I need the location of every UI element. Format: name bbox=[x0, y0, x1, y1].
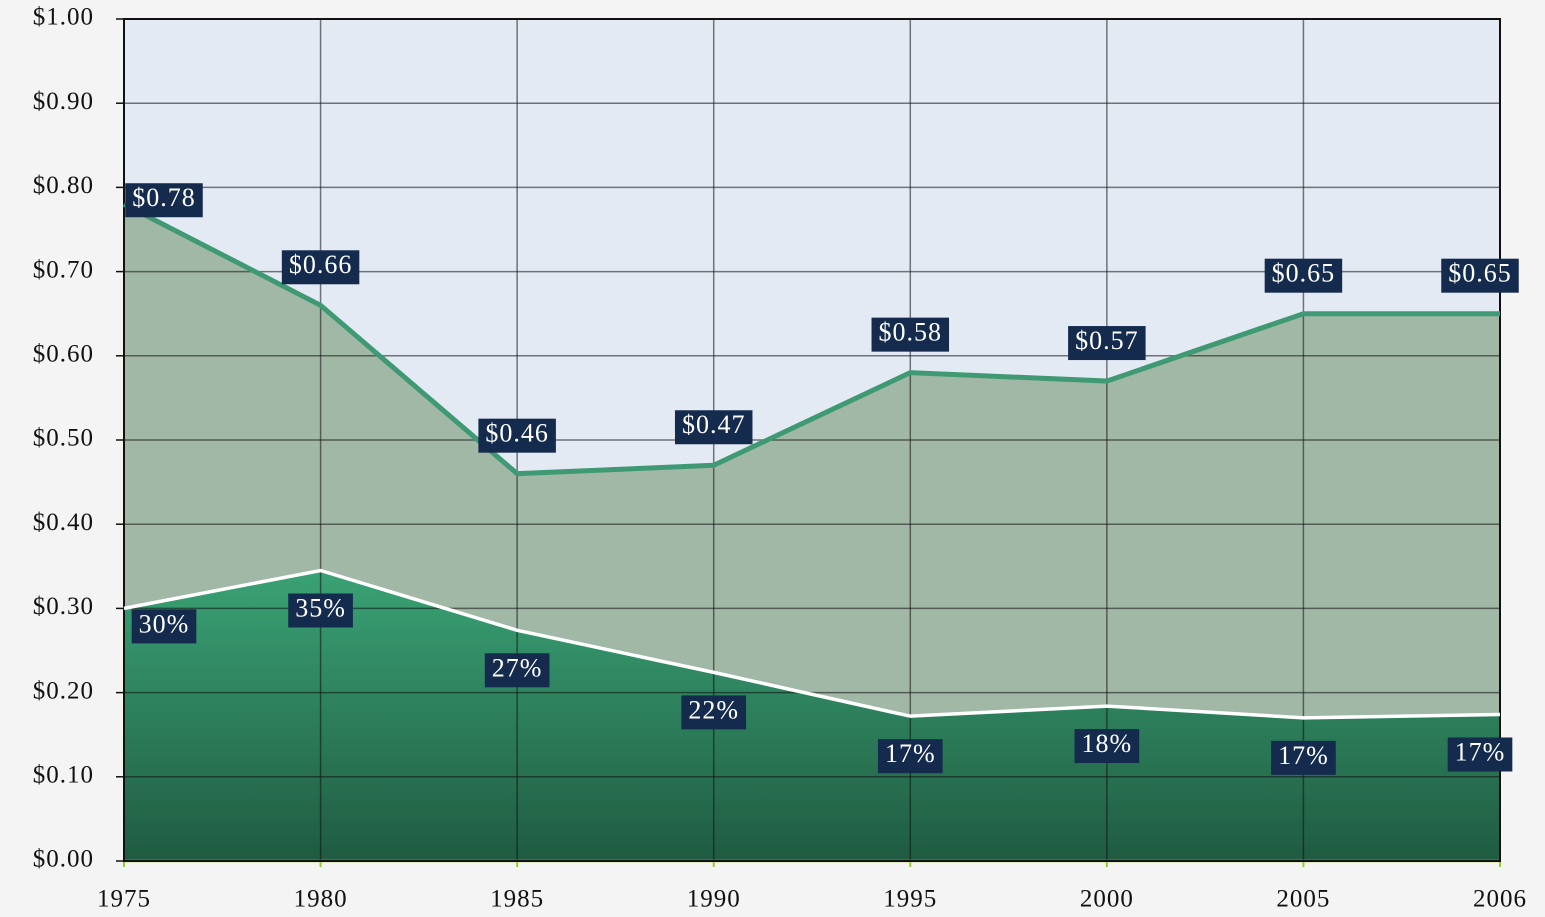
data-label: $0.66 bbox=[289, 250, 353, 279]
data-label: 17% bbox=[1278, 741, 1329, 770]
x-tick-label: 2005 bbox=[1276, 886, 1330, 913]
x-tick-label: 1985 bbox=[490, 886, 544, 913]
data-label: 18% bbox=[1082, 729, 1133, 758]
data-label-box bbox=[1074, 729, 1140, 764]
y-tick-label: $0.90 bbox=[33, 88, 94, 115]
x-tick-label: 1975 bbox=[97, 886, 151, 913]
data-label-box bbox=[125, 183, 203, 218]
data-label: 35% bbox=[295, 593, 346, 622]
data-label: 30% bbox=[139, 609, 190, 638]
data-label: $0.78 bbox=[132, 183, 196, 212]
data-label-box bbox=[288, 593, 353, 628]
x-tick-label: 1990 bbox=[687, 886, 741, 913]
data-label: 27% bbox=[492, 653, 543, 682]
data-label-box bbox=[1447, 737, 1513, 772]
data-label-box bbox=[131, 609, 197, 644]
data-label-box bbox=[1441, 258, 1519, 293]
data-label: 17% bbox=[1455, 737, 1506, 766]
lower-line bbox=[123, 568, 1501, 720]
data-label: $0.65 bbox=[1272, 259, 1336, 288]
x-tick-label: 2000 bbox=[1080, 886, 1134, 913]
data-label-box bbox=[1271, 740, 1336, 775]
y-tick-label: $1.00 bbox=[33, 4, 94, 31]
data-label: $0.58 bbox=[879, 318, 943, 347]
data-label-box bbox=[674, 410, 753, 445]
data-label: $0.65 bbox=[1448, 259, 1512, 288]
data-label-box bbox=[478, 418, 556, 453]
y-tick-label: $0.50 bbox=[33, 425, 94, 452]
x-tick-label: 2006 bbox=[1473, 886, 1527, 913]
data-label: 22% bbox=[688, 695, 739, 724]
data-label-box bbox=[877, 739, 943, 774]
y-tick-label: $0.00 bbox=[33, 846, 94, 873]
data-label: $0.47 bbox=[682, 410, 746, 439]
data-label: $0.46 bbox=[485, 419, 549, 448]
data-label-box bbox=[871, 317, 950, 352]
data-label-box bbox=[681, 695, 747, 730]
data-label: 17% bbox=[885, 739, 936, 768]
y-tick-label: $0.40 bbox=[33, 509, 94, 536]
y-tick-label: $0.60 bbox=[33, 341, 94, 368]
y-tick-label: $0.30 bbox=[33, 593, 94, 620]
data-label-box bbox=[1264, 258, 1343, 293]
data-label-box bbox=[484, 653, 550, 688]
x-tick-label: 1995 bbox=[883, 886, 937, 913]
y-tick-label: $0.70 bbox=[33, 256, 94, 283]
upper-line bbox=[122, 202, 1500, 477]
y-tick-label: $0.10 bbox=[33, 762, 94, 789]
lower-area bbox=[124, 570, 1500, 861]
plot-border bbox=[123, 18, 1501, 862]
y-tick-label: $0.20 bbox=[33, 677, 94, 704]
x-tick-label: 1980 bbox=[294, 886, 348, 913]
data-label-box bbox=[1068, 326, 1146, 361]
y-tick-label: $0.80 bbox=[33, 172, 94, 199]
data-label: $0.57 bbox=[1075, 326, 1139, 355]
data-label-box bbox=[281, 250, 360, 285]
